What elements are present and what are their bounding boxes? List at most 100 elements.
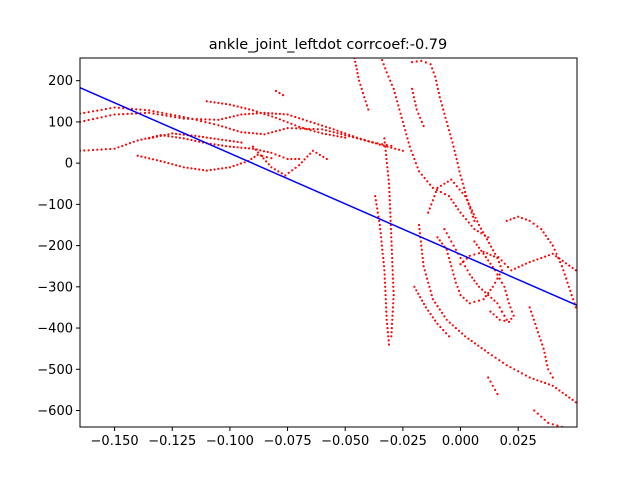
scatter-point: [232, 140, 235, 143]
scatter-point: [544, 255, 547, 258]
scatter-point: [430, 203, 433, 206]
scatter-point: [259, 154, 262, 157]
scatter-point: [221, 102, 224, 105]
scatter-point: [217, 124, 220, 127]
scatter-point: [397, 104, 400, 107]
scatter-point: [489, 380, 492, 383]
scatter-point: [213, 101, 216, 104]
scatter-point: [232, 164, 235, 168]
scatter-point: [290, 114, 293, 117]
scatter-point: [236, 163, 239, 166]
scatter-point: [436, 236, 439, 239]
scatter-point: [524, 374, 528, 377]
scatter-point: [384, 285, 387, 288]
scatter-point: [364, 100, 367, 103]
scatter-point: [454, 204, 457, 208]
scatter-point: [301, 118, 304, 121]
scatter-point: [455, 185, 458, 188]
scatter-point: [384, 294, 387, 297]
scatter-point: [175, 164, 178, 167]
scatter-trajectory: [411, 87, 425, 128]
scatter-point: [171, 132, 174, 135]
scatter-point: [387, 339, 390, 342]
scatter-point: [358, 79, 361, 82]
scatter-point: [459, 263, 462, 266]
scatter-point: [187, 117, 190, 120]
scatter-point: [244, 113, 247, 116]
scatter-point: [509, 218, 512, 221]
scatter-point: [487, 351, 490, 354]
scatter-point: [432, 71, 435, 74]
scatter-point: [458, 188, 461, 191]
scatter-point: [547, 421, 550, 424]
y-tick-label: −300: [37, 280, 73, 295]
scatter-point: [453, 181, 456, 184]
x-tick-label: −0.150: [91, 434, 139, 449]
scatter-point: [467, 221, 470, 224]
scatter-point: [474, 216, 477, 219]
scatter-point: [278, 118, 281, 121]
scatter-point: [465, 198, 468, 201]
scatter-point: [385, 157, 388, 161]
scatter-point: [452, 273, 455, 276]
scatter-point: [286, 113, 289, 116]
scatter-point: [536, 258, 539, 261]
scatter-point: [561, 391, 564, 394]
scatter-point: [394, 147, 397, 150]
scatter-point: [295, 127, 298, 130]
scatter-point: [454, 281, 457, 284]
scatter-point: [480, 347, 483, 350]
scatter-point: [555, 255, 558, 258]
scatter-point: [503, 319, 506, 322]
scatter-point: [391, 310, 394, 313]
scatter-point: [443, 315, 446, 318]
scatter-point: [517, 215, 520, 218]
scatter-point: [480, 249, 483, 252]
scatter-point: [136, 139, 139, 142]
scatter-trajectory: [374, 195, 391, 346]
scatter-trajectory: [80, 111, 404, 152]
scatter-point: [244, 146, 247, 150]
scatter-point: [282, 128, 285, 131]
scatter-point: [201, 168, 205, 172]
scatter-point: [374, 142, 378, 145]
scatter-point: [473, 300, 476, 303]
scatter-point: [87, 149, 90, 152]
scatter-point: [422, 261, 425, 264]
scatter-point: [221, 144, 224, 147]
scatter-point: [471, 276, 474, 279]
scatter-point: [556, 424, 559, 427]
scatter-point: [151, 136, 155, 139]
scatter-point: [480, 232, 483, 235]
scatter-point: [309, 152, 312, 155]
scatter-point: [421, 252, 424, 255]
scatter-point: [465, 218, 468, 221]
scatter-point: [433, 195, 436, 198]
regression-line: [80, 86, 577, 307]
scatter-point: [559, 261, 562, 264]
scatter-trajectory: [148, 132, 243, 144]
scatter-point: [205, 169, 208, 172]
scatter-point: [282, 156, 285, 159]
scatter-point: [391, 314, 394, 317]
scatter-point: [462, 214, 465, 217]
scatter-point: [513, 368, 516, 371]
scatter-point: [555, 252, 558, 255]
scatter-point: [494, 356, 497, 359]
scatter-point: [385, 314, 388, 317]
scatter-point: [397, 148, 401, 151]
scatter-point: [496, 277, 499, 280]
scatter-point: [505, 294, 508, 297]
scatter-point: [317, 123, 320, 126]
scatter-point: [194, 167, 197, 170]
scatter-point: [213, 143, 216, 146]
scatter-point: [498, 359, 501, 362]
scatter-point: [572, 298, 575, 301]
scatter-point: [390, 146, 393, 149]
scatter-point: [104, 107, 107, 111]
scatter-point: [420, 59, 423, 63]
scatter-point: [190, 138, 193, 142]
scatter-point: [321, 128, 324, 131]
scatter-point: [194, 139, 197, 142]
scatter-point: [445, 232, 448, 235]
